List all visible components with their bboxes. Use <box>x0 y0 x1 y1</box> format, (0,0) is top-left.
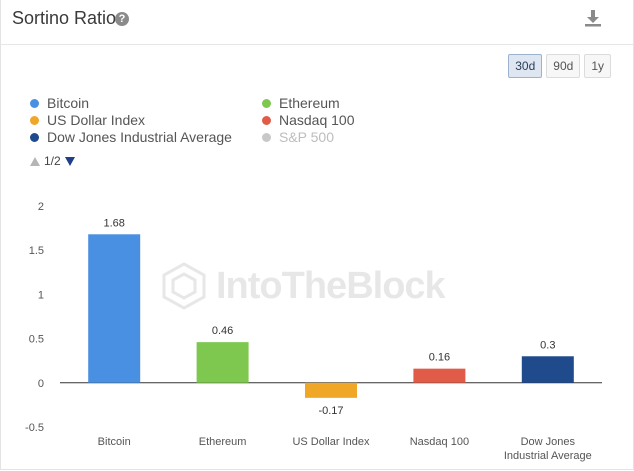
x-tick-label: Nasdaq 100 <box>410 436 469 448</box>
x-tick-label: Dow Jones <box>521 436 576 448</box>
legend-dot <box>30 115 39 125</box>
question-circle-icon[interactable]: ? <box>115 12 129 26</box>
data-label: 0.16 <box>429 352 450 364</box>
watermark-text: IntoTheBlock <box>216 264 446 307</box>
logo-icon <box>162 262 206 310</box>
data-label: 0.46 <box>212 325 233 337</box>
time-range-selector: 30d 90d 1y <box>504 54 611 78</box>
data-label: 1.68 <box>103 217 124 229</box>
x-tick-label: Industrial Average <box>504 450 592 462</box>
legend-item-dow-jones[interactable]: Dow Jones Industrial Average <box>30 129 232 145</box>
legend-dot <box>262 98 271 108</box>
legend-label: Nasdaq 100 <box>279 112 355 128</box>
panel-header: Sortino Ratio ? <box>0 0 634 45</box>
bar-2 <box>305 382 357 398</box>
legend-label: US Dollar Index <box>47 112 146 128</box>
legend-dot <box>30 132 39 142</box>
y-tick-label: 0.5 <box>29 334 44 346</box>
data-label: -0.17 <box>318 405 343 417</box>
arrow-up-icon[interactable] <box>30 156 40 166</box>
legend-label: Bitcoin <box>47 95 90 111</box>
legend-label: S&P 500 <box>279 129 335 145</box>
y-tick-label: -0.5 <box>25 422 44 434</box>
legend-item-us-dollar-index[interactable]: US Dollar Index <box>30 112 145 128</box>
watermark-logo: IntoTheBlock <box>160 262 446 310</box>
download-icon[interactable] <box>584 9 602 27</box>
bar-4 <box>521 356 574 383</box>
legend-item-bitcoin[interactable]: Bitcoin <box>30 95 89 111</box>
y-tick-label: 0 <box>38 378 44 390</box>
bar-3 <box>413 368 466 383</box>
y-tick-label: 1 <box>38 289 44 301</box>
x-tick-label: Ethereum <box>199 436 247 448</box>
legend-page-indicator: 1/2 <box>44 154 61 168</box>
range-30d-button[interactable]: 30d <box>508 54 543 78</box>
y-tick-label: 1.5 <box>29 245 44 257</box>
data-label: 0.3 <box>540 339 555 351</box>
legend-label: Ethereum <box>279 95 340 111</box>
y-tick-label: 2 <box>38 201 44 213</box>
legend-dot <box>262 132 271 142</box>
legend-pager: 1/2 <box>30 154 75 168</box>
legend-item-ethereum[interactable]: Ethereum <box>262 95 340 111</box>
arrow-down-icon[interactable] <box>64 156 75 166</box>
bar-1 <box>196 342 249 383</box>
legend-dot <box>30 98 39 108</box>
range-1y-button[interactable]: 1y <box>584 54 611 78</box>
range-90d-button[interactable]: 90d <box>546 54 581 78</box>
bar-0 <box>88 234 141 383</box>
legend-dot <box>262 115 271 125</box>
legend-item-nasdaq-100[interactable]: Nasdaq 100 <box>262 112 355 128</box>
legend-label: Dow Jones Industrial Average <box>47 129 232 145</box>
legend-item-sp-500[interactable]: S&P 500 <box>262 129 334 145</box>
page-title: Sortino Ratio <box>12 8 117 28</box>
x-tick-label: Bitcoin <box>98 436 131 448</box>
x-tick-label: US Dollar Index <box>292 436 370 448</box>
